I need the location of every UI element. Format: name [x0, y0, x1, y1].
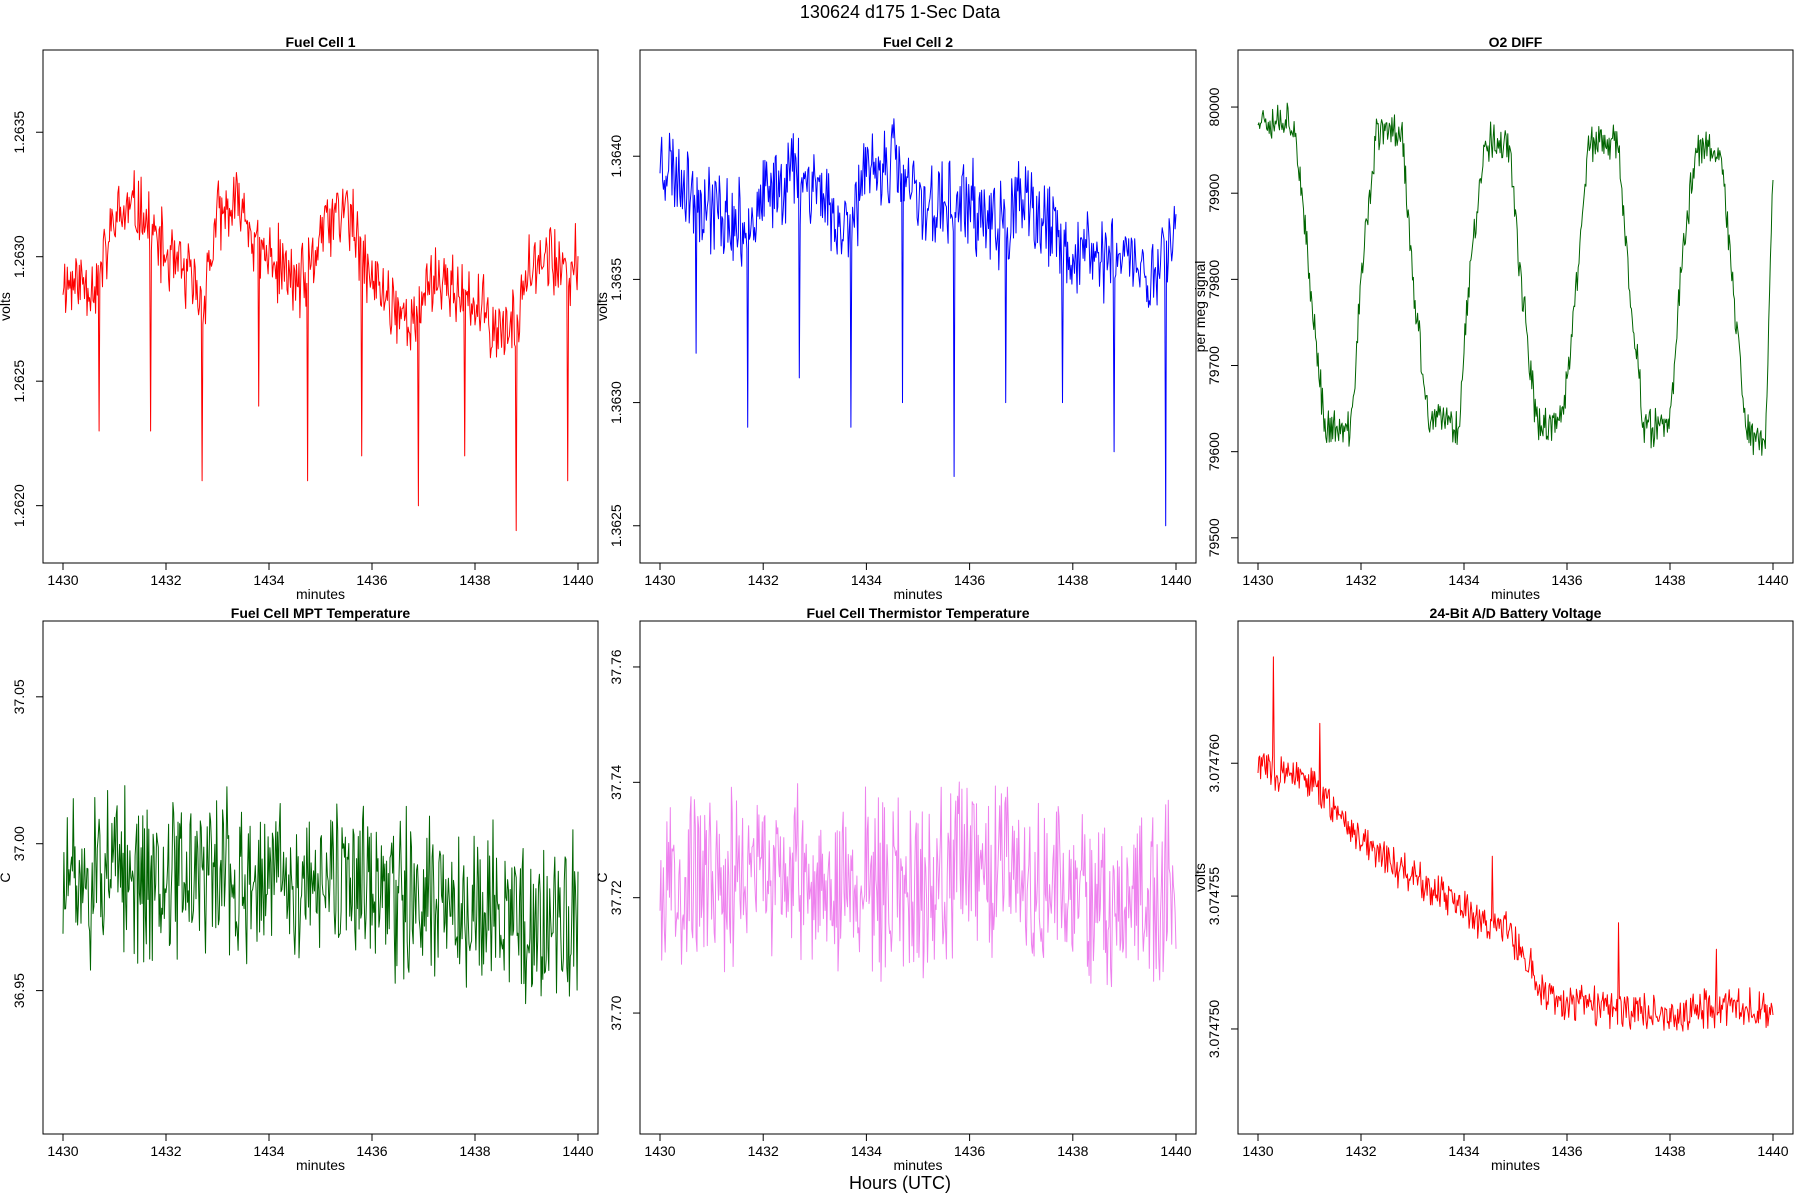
y-tick-label: 36.95	[11, 973, 27, 1008]
x-tick-label: 1432	[1345, 1143, 1376, 1159]
y-tick-label: 3.074750	[1206, 1000, 1222, 1059]
y-tick-label: 37.05	[11, 679, 27, 714]
x-tick-label: 1434	[851, 572, 882, 588]
x-tick-label: 1430	[644, 572, 675, 588]
x-axis-label: minutes	[1491, 1157, 1540, 1173]
series-line	[660, 782, 1176, 987]
y-tick-label: 1.3635	[608, 258, 624, 301]
panel-title: Fuel Cell MPT Temperature	[231, 605, 411, 621]
y-tick-label: 79800	[1206, 260, 1222, 299]
y-tick-label: 1.2630	[11, 235, 27, 278]
figure: 130624 d175 1-Sec Data Hours (UTC) Fuel …	[0, 0, 1800, 1200]
panel-5: Fuel Cell Thermistor Temperature 1430 1432…	[594, 605, 1196, 1173]
x-tick-label: 1436	[1551, 572, 1582, 588]
y-axis-label: per meg signal	[1192, 261, 1208, 353]
y-tick-label: 3.074755	[1206, 867, 1222, 926]
y-tick-label: 1.3630	[608, 381, 624, 424]
series-line	[1258, 657, 1773, 1031]
x-tick-label: 1432	[150, 1143, 181, 1159]
panel-title: Fuel Cell 1	[285, 34, 355, 50]
y-tick-label: 3.074760	[1206, 734, 1222, 793]
x-tick-label: 1438	[1057, 1143, 1088, 1159]
x-tick-label: 1430	[1242, 572, 1273, 588]
x-tick-label: 1440	[562, 572, 593, 588]
y-axis-label: C	[0, 872, 13, 882]
x-tick-label: 1440	[1757, 572, 1788, 588]
y-tick-label: 79600	[1206, 432, 1222, 471]
y-tick-label: 37.74	[608, 765, 624, 800]
panel-3: O2 DIFF 1430 1432 1434 1436 1438 1440 minutes 79…	[1192, 34, 1793, 602]
x-tick-label: 1440	[1757, 1143, 1788, 1159]
x-tick-label: 1436	[356, 572, 387, 588]
plot-frame	[1238, 621, 1793, 1134]
panels: Fuel Cell 1 1430 1432 1434 1436 1438 1440 minut…	[0, 34, 1793, 1173]
x-tick-label: 1434	[253, 1143, 284, 1159]
y-tick-label: 1.2625	[11, 360, 27, 403]
x-tick-label: 1436	[954, 1143, 985, 1159]
x-axis-label: minutes	[893, 1157, 942, 1173]
plot-frame	[43, 50, 598, 563]
x-tick-label: 1438	[1057, 572, 1088, 588]
y-tick-label: 1.3625	[608, 504, 624, 547]
x-tick-label: 1432	[1345, 572, 1376, 588]
x-tick-label: 1438	[459, 1143, 490, 1159]
x-tick-label: 1430	[47, 1143, 78, 1159]
y-tick-label: 1.3640	[608, 135, 624, 178]
x-tick-label: 1434	[1448, 1143, 1479, 1159]
y-tick-label: 1.2635	[11, 111, 27, 154]
panel-title: O2 DIFF	[1489, 34, 1543, 50]
y-axis-label: volts	[0, 292, 13, 321]
x-tick-label: 1440	[1160, 1143, 1191, 1159]
figure-xlabel: Hours (UTC)	[849, 1173, 951, 1193]
y-axis-label: volts	[1192, 863, 1208, 892]
x-axis-label: minutes	[296, 1157, 345, 1173]
x-tick-label: 1438	[1654, 572, 1685, 588]
x-tick-label: 1432	[748, 572, 779, 588]
y-tick-label: 37.72	[608, 880, 624, 915]
x-tick-label: 1432	[748, 1143, 779, 1159]
x-axis-label: minutes	[893, 586, 942, 602]
y-axis-label: volts	[594, 292, 610, 321]
plot-frame	[640, 50, 1196, 563]
series-line	[63, 171, 578, 531]
panel-1: Fuel Cell 1 1430 1432 1434 1436 1438 1440 minut…	[0, 34, 598, 602]
plot-frame	[1238, 50, 1793, 563]
panel-2: Fuel Cell 2 1430 1432 1434 1436 1438 1440 minut…	[594, 34, 1196, 602]
x-tick-label: 1430	[644, 1143, 675, 1159]
panel-6: 24-Bit A/D Battery Voltage 1430 1432 1434 14…	[1192, 605, 1793, 1173]
y-tick-label: 37.70	[608, 995, 624, 1030]
x-tick-label: 1430	[1242, 1143, 1273, 1159]
panel-title: Fuel Cell Thermistor Temperature	[806, 605, 1029, 621]
y-tick-label: 37.76	[608, 649, 624, 684]
series-line	[1258, 103, 1773, 455]
x-tick-label: 1434	[851, 1143, 882, 1159]
x-tick-label: 1440	[1160, 572, 1191, 588]
y-tick-label: 79900	[1206, 174, 1222, 213]
x-tick-label: 1432	[150, 572, 181, 588]
y-tick-label: 79700	[1206, 346, 1222, 385]
series-line	[63, 786, 578, 1004]
panel-title: Fuel Cell 2	[883, 34, 953, 50]
y-axis-label: C	[594, 872, 610, 882]
x-axis-label: minutes	[296, 586, 345, 602]
x-tick-label: 1434	[1448, 572, 1479, 588]
y-tick-label: 1.2620	[11, 484, 27, 527]
x-tick-label: 1436	[1551, 1143, 1582, 1159]
x-tick-label: 1436	[954, 572, 985, 588]
x-tick-label: 1438	[1654, 1143, 1685, 1159]
x-axis-label: minutes	[1491, 586, 1540, 602]
x-tick-label: 1436	[356, 1143, 387, 1159]
x-tick-label: 1438	[459, 572, 490, 588]
y-tick-label: 80000	[1206, 87, 1222, 126]
x-tick-label: 1430	[47, 572, 78, 588]
y-tick-label: 37.00	[11, 826, 27, 861]
series-line	[660, 119, 1176, 526]
panel-title: 24-Bit A/D Battery Voltage	[1430, 605, 1602, 621]
panel-4: Fuel Cell MPT Temperature 1430 1432 1434 143…	[0, 605, 598, 1173]
y-tick-label: 79500	[1206, 518, 1222, 557]
x-tick-label: 1434	[253, 572, 284, 588]
x-tick-label: 1440	[562, 1143, 593, 1159]
figure-title: 130624 d175 1-Sec Data	[800, 2, 1001, 22]
